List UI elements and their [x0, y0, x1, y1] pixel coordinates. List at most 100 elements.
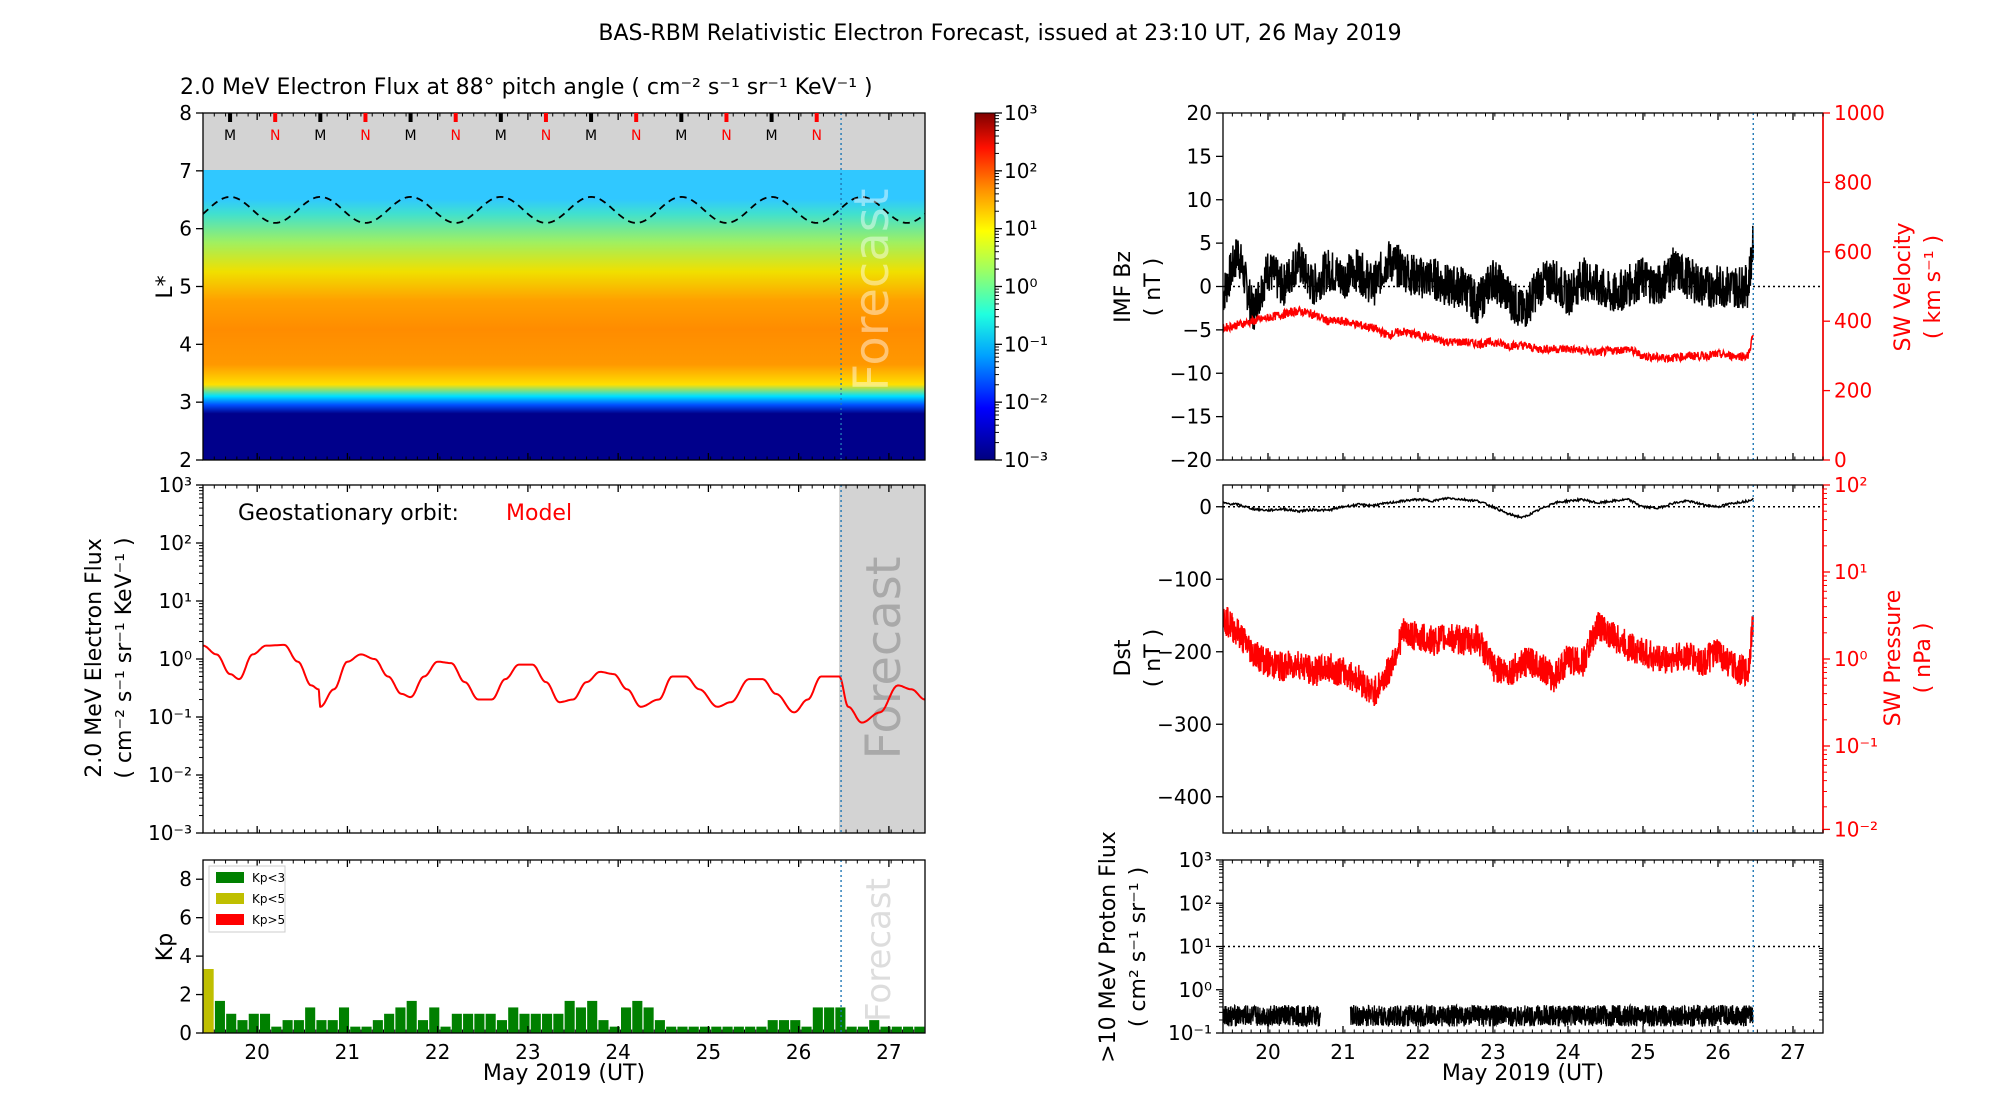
kp-bar [869, 1020, 880, 1033]
y-tick-label: 0 [1834, 448, 1847, 472]
geo-frame [202, 484, 926, 834]
mn-marker-label: N [541, 128, 551, 144]
mn-marker-label: M [224, 128, 236, 144]
mn-marker-label: M [675, 128, 687, 144]
proton-panel: 10⁻¹ 10⁰ 10¹ 10² 10³ 20 21 22 23 24 25 26 27 >10 MeV… [1096, 831, 1824, 1086]
kp-bar [914, 1026, 925, 1033]
lstar-forecast-text: Forecast [844, 188, 900, 391]
kp-bar [316, 1020, 327, 1033]
x-tick-label: 27 [1780, 1040, 1805, 1064]
kp-bar [891, 1026, 902, 1033]
cb-tick-label: 10⁻³ [1004, 448, 1048, 472]
kp-bar [699, 1026, 711, 1033]
dst-ylabel-right-line2: ( nPa ) [1911, 623, 1936, 694]
kp-bar [993, 982, 1003, 1033]
imf-bz-line [1223, 225, 1755, 330]
kp-xlabel: May 2019 (UT) [483, 1061, 645, 1086]
kp-bar [846, 1026, 857, 1033]
x-tick-label: 21 [335, 1040, 360, 1064]
y-tick-label: 10² [1179, 891, 1212, 915]
y-tick-label: 5 [1199, 231, 1212, 255]
mn-marker-label: N [811, 128, 821, 144]
kp-bar [880, 1026, 891, 1033]
proton-ylabel-line2: ( cm² s⁻¹ sr⁻¹ ) [1126, 867, 1151, 1027]
kp-bar [214, 1000, 225, 1033]
kp-bar [361, 1026, 372, 1033]
dst-ylabel-line1: Dst [1111, 639, 1136, 676]
y-tick-label: 20 [1187, 101, 1212, 125]
y-tick-label: 10³ [1179, 848, 1212, 872]
x-tick-label: 22 [1405, 1040, 1430, 1064]
proton-ylabel-line1: >10 MeV Proton Flux [1096, 831, 1121, 1063]
y-tick-label: 10⁻¹ [1834, 734, 1878, 758]
mn-marker-label: N [631, 128, 641, 144]
dst-ylabel-right-line1: SW Pressure [1881, 590, 1906, 727]
mn-marker-label: M [766, 128, 778, 144]
mn-marker-label: N [360, 128, 370, 144]
kp-bar [711, 1026, 722, 1033]
kp-bar [395, 1007, 406, 1033]
colorbar: 10³ 10² 10¹ 10⁰ 10⁻¹ 10⁻² 10⁻³ [974, 101, 1048, 472]
y-tick-label: 7 [179, 159, 192, 183]
kp-legend: Kp<3 Kp<5 Kp>5 [208, 865, 286, 933]
imf-ylabel-right-line1: SW Velocity [1891, 222, 1916, 351]
kp-bar [485, 1013, 496, 1033]
x-tick-label: 27 [876, 1040, 901, 1064]
kp-bar [609, 1026, 620, 1033]
y-tick-label: 10¹ [1834, 560, 1867, 584]
kp-legend-label-3: Kp>5 [252, 913, 285, 927]
lstar-panel: 2.0 MeV Electron Flux at 88° pitch angle… [153, 75, 926, 472]
geo-flux-line [203, 643, 925, 724]
kp-bar [937, 982, 947, 1033]
imf-ylabel-line2: ( nT ) [1141, 258, 1166, 317]
geo-label-model: Model [506, 501, 572, 526]
kp-bar [982, 982, 992, 1033]
y-tick-label: 0 [179, 1021, 192, 1045]
x-tick-label: 23 [1480, 1040, 1505, 1064]
kp-bar [553, 1013, 564, 1033]
y-tick-label: 1000 [1834, 101, 1885, 125]
y-tick-label: 3 [179, 390, 192, 414]
y-tick-label: 10⁻¹ [1168, 1021, 1212, 1045]
kp-bar [1016, 982, 1026, 1033]
kp-bar [496, 1020, 507, 1033]
y-tick-label: 10⁻³ [148, 821, 192, 845]
kp-bar [790, 1020, 801, 1033]
kp-legend-swatch-red [216, 914, 244, 925]
kp-bar [260, 1013, 271, 1033]
y-tick-label: 600 [1834, 240, 1872, 264]
proton-xlabel: May 2019 (UT) [1442, 1061, 1604, 1086]
kp-bar [384, 1013, 395, 1033]
sw-pressure-line [1223, 606, 1754, 707]
mn-marker-label: N [270, 128, 280, 144]
y-tick-label: −5 [1183, 318, 1212, 342]
proton-flux-line [1223, 1003, 1322, 1028]
kp-bar [1038, 982, 1048, 1033]
kp-bar [564, 1000, 575, 1033]
y-tick-label: 400 [1834, 309, 1872, 333]
y-tick-label: −200 [1157, 640, 1212, 664]
y-tick-label: 10⁰ [159, 647, 192, 671]
kp-bar [903, 1026, 914, 1033]
kp-bar [350, 1026, 361, 1033]
kp-bar [372, 1020, 383, 1033]
lstar-top-gray [203, 113, 925, 170]
kp-bar [666, 1026, 677, 1033]
dst-line [1223, 496, 1754, 520]
kp-bar [812, 1007, 823, 1033]
kp-bar [1050, 982, 1060, 1033]
y-tick-label: 10⁰ [1179, 978, 1212, 1002]
y-tick-label: −20 [1170, 448, 1212, 472]
kp-bar [338, 1007, 350, 1033]
y-tick-label: 10² [1834, 473, 1867, 497]
kp-bar [530, 1013, 541, 1033]
kp-bar [237, 1020, 248, 1033]
y-tick-label: 6 [179, 906, 192, 930]
mn-marker-label: N [450, 128, 460, 144]
kp-bar [632, 1000, 643, 1033]
kp-bar [271, 1026, 282, 1033]
kp-bar [643, 1007, 654, 1033]
kp-bar [598, 1020, 609, 1033]
